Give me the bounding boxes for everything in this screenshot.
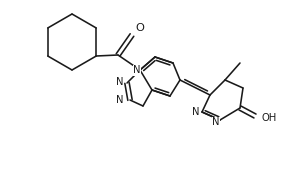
Text: N: N bbox=[116, 77, 124, 87]
Text: N: N bbox=[133, 65, 141, 75]
Text: O: O bbox=[136, 23, 145, 33]
Text: N: N bbox=[212, 117, 220, 127]
Text: OH: OH bbox=[262, 113, 277, 123]
Text: N: N bbox=[116, 95, 124, 105]
Text: N: N bbox=[192, 107, 200, 117]
